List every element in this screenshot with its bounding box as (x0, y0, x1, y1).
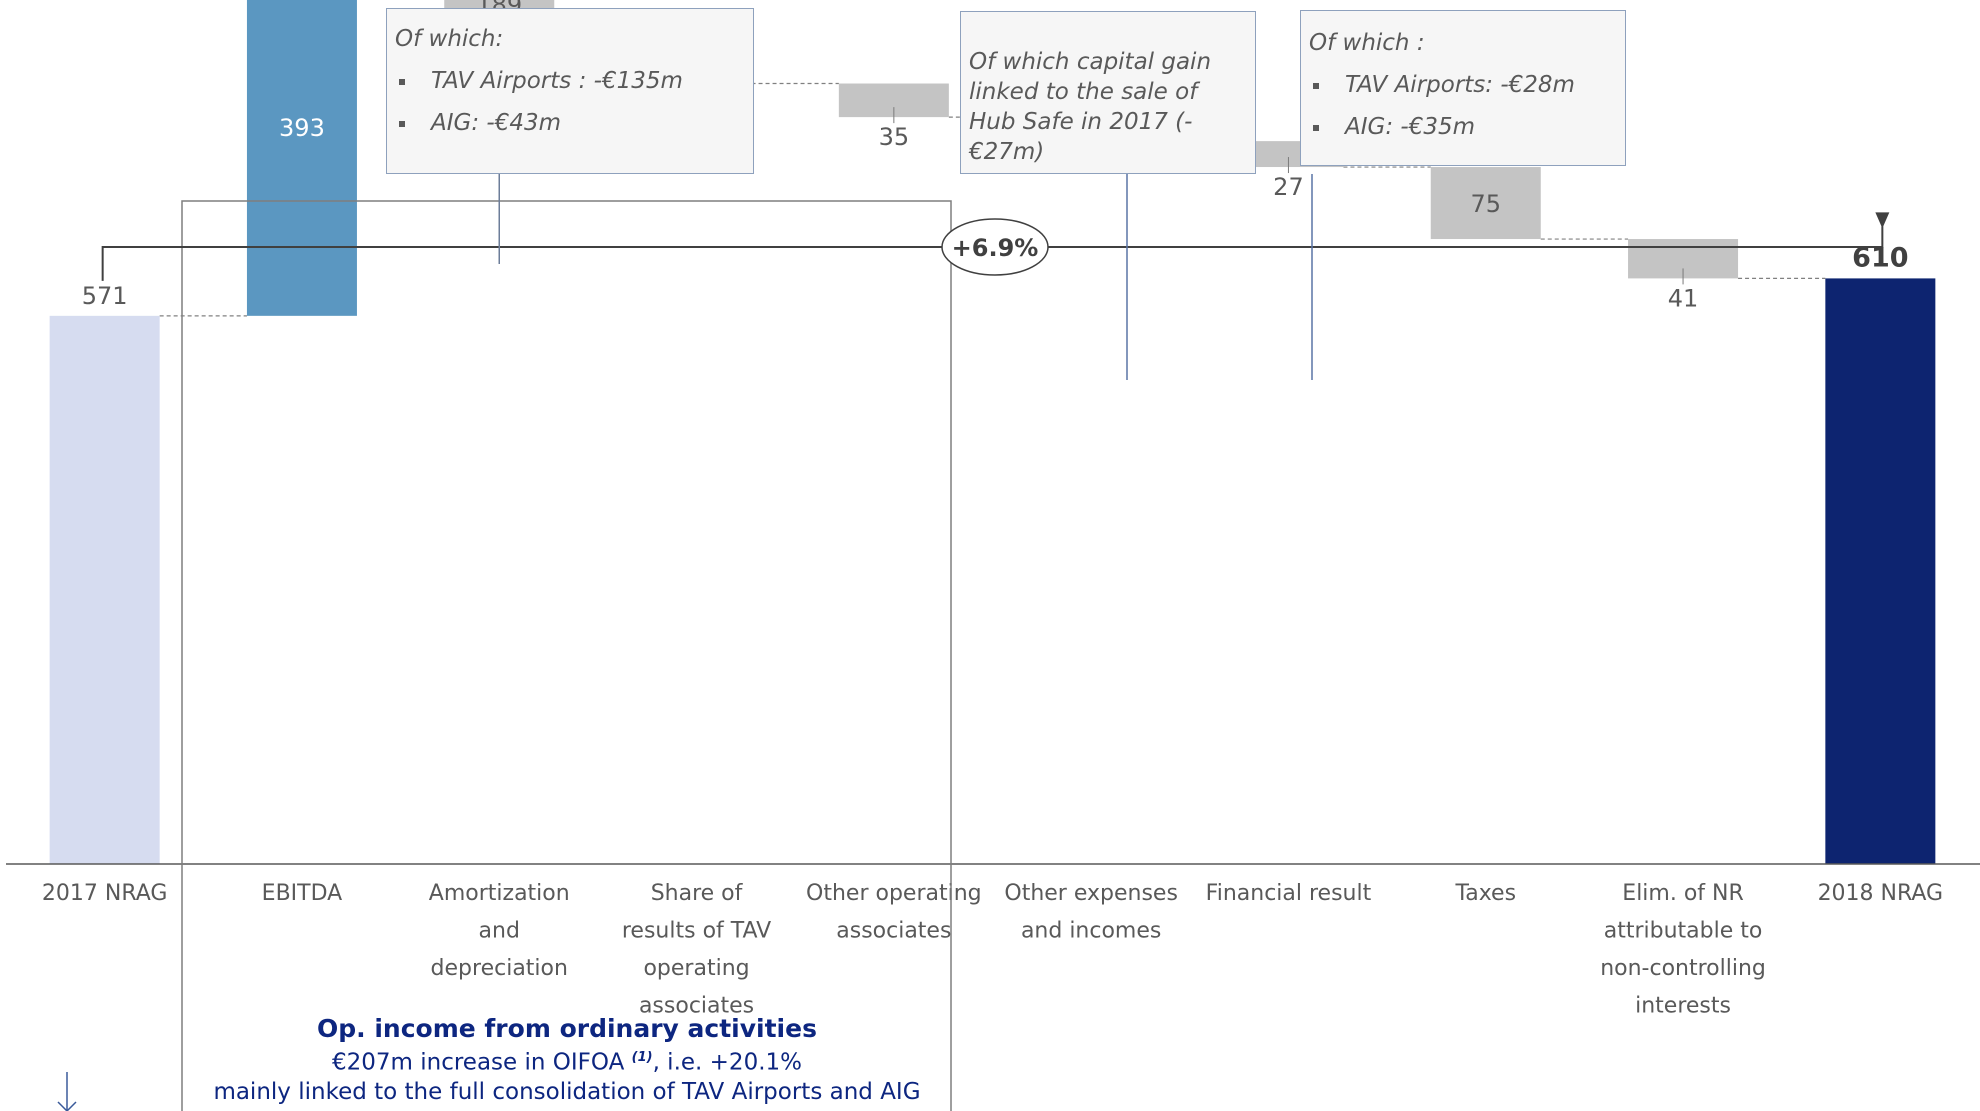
financial-callout-item-aig: AIG: -€35m (1309, 113, 1617, 143)
category-label: Share of (651, 881, 744, 906)
value-label: 75 (1470, 190, 1501, 218)
growth-label-ellipse (941, 218, 1049, 276)
amortization-callout-item-aig: AIG: -€43m (395, 109, 745, 139)
category-label: associates (639, 994, 754, 1019)
financial-result-callout: Of which : TAV Airports: -€28m AIG: -€35… (1300, 10, 1626, 166)
category-label: associates (836, 919, 951, 944)
other-expenses-callout-text: Of which capital gain linked to the sale… (969, 49, 1212, 165)
amortization-breakdown-callout: Of which: TAV Airports : -€135m AIG: -€4… (386, 8, 754, 174)
oifoa-line-1-prefix: €207m increase in OIFOA (331, 1049, 632, 1076)
oifoa-line-2: mainly linked to the full consolidation … (213, 1078, 921, 1105)
bar-2017-nrag (49, 315, 160, 865)
financial-callout-heading: Of which : (1309, 30, 1425, 56)
value-label: 393 (279, 114, 325, 142)
amortization-callout-item-tav: TAV Airports : -€135m (395, 67, 745, 97)
growth-label: +6.9% (952, 234, 1039, 262)
category-label: 2017 NRAG (42, 881, 168, 906)
category-label: non-controlling (1600, 956, 1766, 981)
bar-taxes (1430, 167, 1541, 240)
category-label: Other operating (806, 881, 982, 906)
category-label: EBITDA (262, 881, 343, 906)
oifoa-heading: Op. income from ordinary activities (317, 1014, 817, 1043)
financial-callout-item-tav: TAV Airports: -€28m (1309, 71, 1617, 101)
bar-ebitda (246, 0, 357, 316)
bar-2018-nrag (1825, 278, 1936, 864)
amortization-callout-heading: Of which: (395, 26, 504, 52)
category-label: interests (1635, 994, 1731, 1019)
category-label: attributable to (1604, 919, 1763, 944)
down-arrow-icon (57, 1072, 77, 1111)
operating-items-bracket (181, 200, 952, 1111)
category-label: Financial result (1206, 881, 1372, 906)
value-label: 27 (1273, 173, 1304, 201)
category-label: operating (643, 956, 749, 981)
value-label: 41 (1668, 284, 1699, 312)
category-label: 2018 NRAG (1818, 881, 1944, 906)
category-label: Other expenses (1004, 881, 1178, 906)
other-expenses-callout: Of which capital gain linked to the sale… (960, 11, 1256, 174)
category-label: Amortization (429, 881, 570, 906)
value-label: 35 (879, 123, 910, 151)
category-label: Taxes (1454, 881, 1516, 906)
category-label: Elim. of NR (1622, 881, 1743, 906)
category-label: results of TAV (622, 919, 771, 944)
category-label: and incomes (1021, 919, 1161, 944)
oifoa-line-1: €207m increase in OIFOA (1), i.e. +20.1% (182, 1043, 952, 1078)
oifoa-footer-note: Op. income from ordinary activities €207… (182, 1014, 952, 1107)
oifoa-line-1-suffix: , i.e. +20.1% (652, 1049, 802, 1076)
footnote-marker: (1) (631, 1050, 653, 1065)
category-label: depreciation (431, 956, 568, 981)
value-label: 571 (82, 282, 128, 310)
category-label: and (479, 919, 520, 944)
growth-arrow-head (1875, 212, 1890, 229)
